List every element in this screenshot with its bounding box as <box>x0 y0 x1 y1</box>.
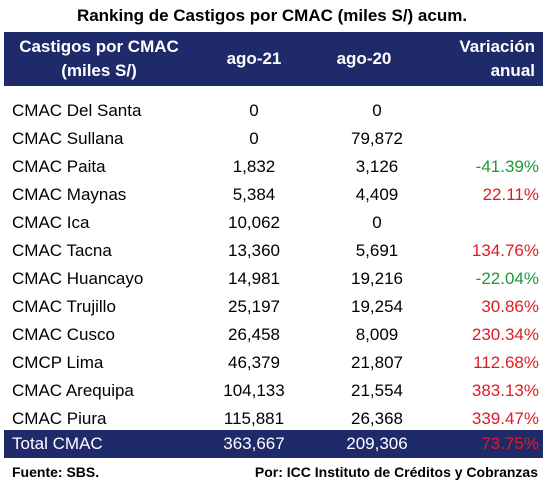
header-variation-line1: Variación <box>459 37 535 56</box>
total-row: Total CMAC 363,667 209,306 73.75% <box>4 430 543 458</box>
row-ago21: 0 <box>249 101 259 120</box>
row-ago20: 0 <box>372 101 382 120</box>
header-entity-line2: (miles S/) <box>61 61 137 80</box>
row-ago21: 1,832 <box>232 157 276 176</box>
row-variation: -41.39% <box>475 157 539 176</box>
table-row: CMAC Trujillo 25,197 19,254 30.86% <box>4 293 543 321</box>
row-name: CMAC Piura <box>12 409 107 428</box>
row-variation: 112.68% <box>473 353 539 372</box>
source-note: Fuente: SBS. <box>12 464 100 480</box>
row-name: CMAC Ica <box>12 213 90 232</box>
row-name: CMAC Paita <box>12 157 106 176</box>
row-name: CMAC Cusco <box>12 325 115 344</box>
row-ago21: 26,458 <box>228 325 280 344</box>
row-name: CMAC Maynas <box>12 185 127 204</box>
row-name: CMAC Arequipa <box>12 381 134 400</box>
table-row: CMAC Arequipa 104,133 21,554 383.13% <box>4 377 543 405</box>
row-ago20: 5,691 <box>355 241 399 260</box>
table-row: CMAC Ica 10,062 0 <box>4 209 543 237</box>
total-ago21: 363,667 <box>223 434 285 453</box>
table-row: CMAC Maynas 5,384 4,409 22.11% <box>4 181 543 209</box>
table-row: CMAC Piura 115,881 26,368 339.47% <box>4 405 543 433</box>
table-body: CMAC Del Santa 0 0 CMAC Sullana 0 79,872 CMAC … <box>4 97 543 433</box>
row-name: CMCP Lima <box>12 353 104 372</box>
header-ago20: ago-20 <box>314 32 414 86</box>
table-row: CMAC Cusco 26,458 8,009 230.34% <box>4 321 543 349</box>
row-ago21: 14,981 <box>228 269 280 288</box>
row-ago20: 21,554 <box>351 381 403 400</box>
row-ago21: 104,133 <box>223 381 285 400</box>
row-variation: 230.34% <box>471 325 539 344</box>
row-ago21: 46,379 <box>228 353 280 372</box>
total-ago20: 209,306 <box>346 434 408 453</box>
header-variation: Variación anual <box>414 32 543 86</box>
table-header: Castigos por CMAC (miles S/) ago-21 ago-… <box>4 32 543 86</box>
row-ago20: 26,368 <box>351 409 403 428</box>
credit-note: Por: ICC Instituto de Créditos y Cobranz… <box>254 464 538 480</box>
row-variation: 30.86% <box>481 297 539 316</box>
row-ago21: 10,062 <box>228 213 280 232</box>
row-variation: 22.11% <box>482 185 539 204</box>
row-ago20: 8,009 <box>355 325 399 344</box>
row-ago21: 115,881 <box>223 409 285 428</box>
row-ago20: 4,409 <box>355 185 399 204</box>
table-row: CMCP Lima 46,379 21,807 112.68% <box>4 349 543 377</box>
row-name: CMAC Sullana <box>12 129 124 148</box>
table-row: CMAC Tacna 13,360 5,691 134.76% <box>4 237 543 265</box>
row-ago21: 13,360 <box>228 241 280 260</box>
row-name: CMAC Tacna <box>12 241 112 260</box>
row-variation: 339.47% <box>471 409 539 428</box>
total-label: Total CMAC <box>12 434 103 453</box>
table-row: CMAC Del Santa 0 0 <box>4 97 543 125</box>
header-ago21-label: ago-21 <box>226 49 282 68</box>
row-variation: -22.04% <box>475 269 539 288</box>
header-entity-line1: Castigos por CMAC <box>19 37 179 56</box>
row-variation: 383.13% <box>471 381 539 400</box>
row-ago20: 21,807 <box>351 353 403 372</box>
header-variation-line2: anual <box>490 61 535 80</box>
row-ago20: 0 <box>372 213 382 232</box>
row-name: CMAC Huancayo <box>12 269 144 288</box>
table-row: CMAC Sullana 0 79,872 <box>4 125 543 153</box>
header-ago21: ago-21 <box>194 32 314 86</box>
row-ago20: 19,216 <box>351 269 403 288</box>
row-ago21: 25,197 <box>228 297 280 316</box>
row-name: CMAC Trujillo <box>12 297 116 316</box>
header-ago20-label: ago-20 <box>336 49 392 68</box>
row-ago20: 3,126 <box>355 157 399 176</box>
table-row: CMAC Paita 1,832 3,126 -41.39% <box>4 153 543 181</box>
row-ago21: 5,384 <box>232 185 276 204</box>
total-variation: 73.75% <box>481 434 539 453</box>
row-ago20: 19,254 <box>351 297 403 316</box>
table-title: Ranking de Castigos por CMAC (miles S/) … <box>76 6 468 25</box>
row-name: CMAC Del Santa <box>12 101 142 120</box>
row-variation: 134.76% <box>471 241 539 260</box>
row-ago21: 0 <box>249 129 259 148</box>
row-ago20: 79,872 <box>351 129 403 148</box>
table-row: CMAC Huancayo 14,981 19,216 -22.04% <box>4 265 543 293</box>
header-entity: Castigos por CMAC (miles S/) <box>4 32 194 86</box>
